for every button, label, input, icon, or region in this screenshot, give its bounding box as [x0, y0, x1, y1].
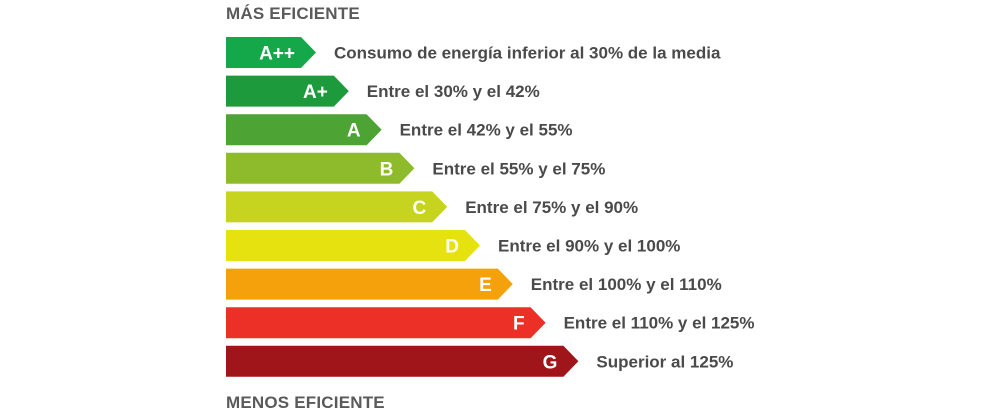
energy-class-bar — [226, 114, 382, 146]
most-efficient-caption: MÁS EFICIENTE — [226, 4, 360, 23]
energy-class-range-label: Entre el 90% y el 100% — [498, 237, 680, 256]
energy-class-row: A++ Consumo de energía inferior al 30% de… — [226, 37, 721, 68]
energy-class-letter: C — [412, 198, 426, 219]
energy-class-bar — [226, 307, 546, 339]
energy-class-range-label: Entre el 75% y el 90% — [465, 198, 638, 217]
energy-class-range-label: Entre el 100% y el 110% — [531, 275, 722, 294]
energy-class-range-label: Entre el 42% y el 55% — [400, 121, 573, 140]
energy-class-letter: B — [380, 159, 394, 180]
energy-class-letter: G — [543, 352, 558, 373]
energy-class-bar — [226, 75, 349, 107]
energy-class-letter: E — [479, 275, 492, 296]
energy-class-bar — [226, 268, 513, 300]
energy-class-bar — [226, 37, 316, 68]
energy-class-row: E Entre el 100% y el 110% — [226, 268, 722, 300]
energy-class-row: F Entre el 110% y el 125% — [226, 307, 755, 339]
energy-class-letter: A+ — [303, 82, 328, 103]
energy-class-bar — [226, 230, 480, 261]
energy-class-bar — [226, 152, 415, 184]
energy-class-row: A+ Entre el 30% y el 42% — [226, 75, 540, 107]
energy-class-range-label: Entre el 55% y el 75% — [432, 159, 605, 178]
energy-class-range-label: Consumo de energía inferior al 30% de la… — [334, 44, 721, 63]
energy-class-bar — [226, 345, 579, 377]
energy-class-row: B Entre el 55% y el 75% — [226, 152, 605, 184]
energy-class-letter: A — [347, 121, 361, 142]
energy-class-row: G Superior al 125% — [226, 345, 733, 377]
energy-class-range-label: Superior al 125% — [596, 352, 733, 371]
energy-class-row: D Entre el 90% y el 100% — [226, 230, 680, 261]
least-efficient-caption: MENOS EFICIENTE — [226, 393, 385, 412]
energy-class-range-label: Entre el 30% y el 42% — [367, 82, 540, 101]
energy-class-row: A Entre el 42% y el 55% — [226, 114, 573, 146]
energy-class-letter: A++ — [259, 44, 295, 65]
energy-class-row: C Entre el 75% y el 90% — [226, 191, 638, 223]
energy-class-range-label: Entre el 110% y el 125% — [564, 314, 755, 333]
energy-class-bar — [226, 191, 448, 223]
energy-class-letter: F — [513, 314, 525, 335]
energy-class-letter: D — [445, 237, 459, 258]
